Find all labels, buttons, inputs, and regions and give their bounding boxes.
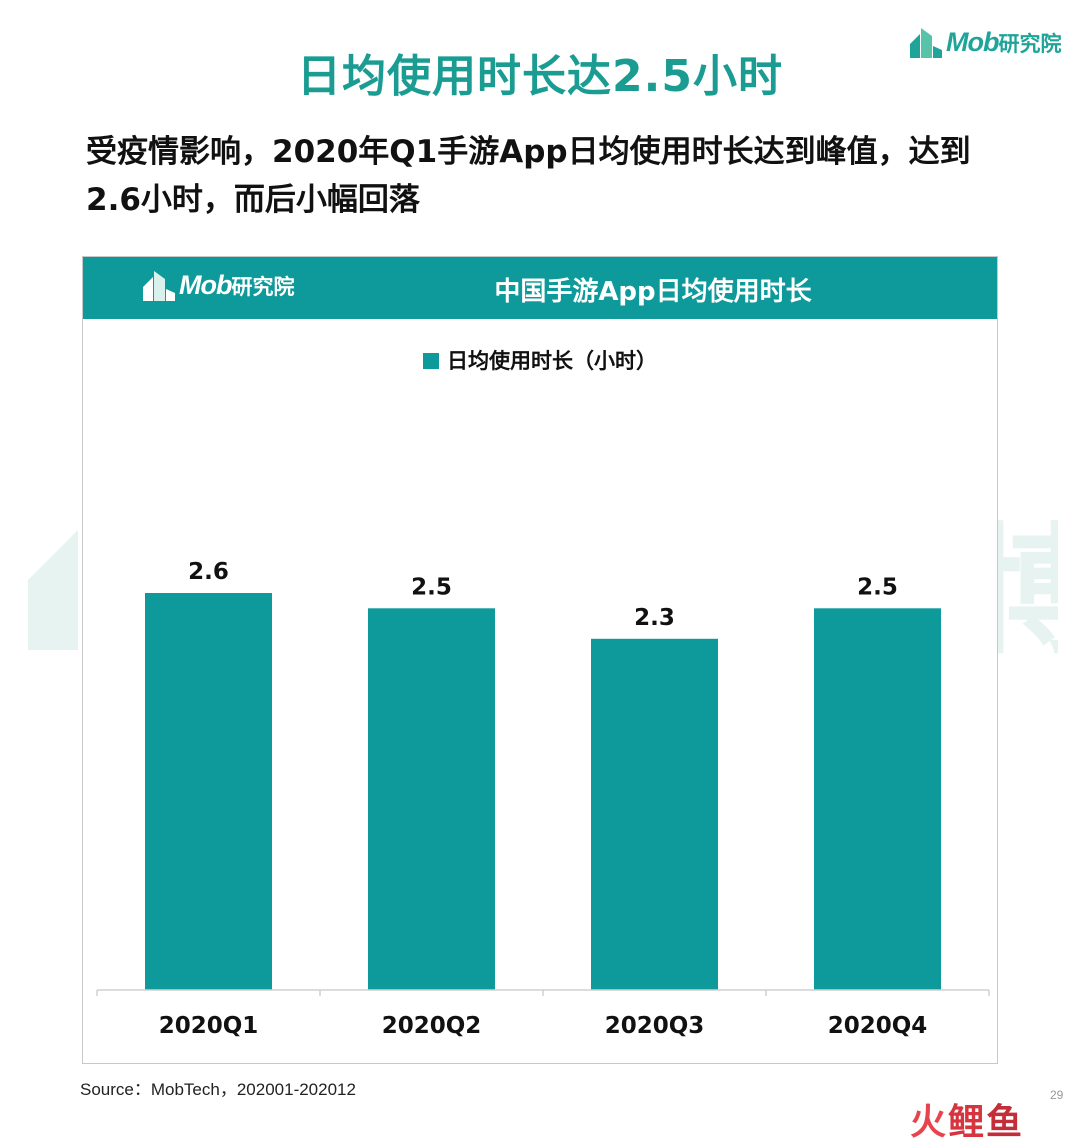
bar-chart: 2.6 2020Q1 2.5 2020Q2 2.3 2020Q3 2.5 2020Q4: [96, 559, 990, 1039]
corner-mark-char: 鲤: [948, 1102, 987, 1143]
page-subtitle: 受疫情影响，2020年Q1手游App日均使用时长达到峰值，达到 2.6小时，而后…: [86, 128, 1006, 224]
building-logo-icon: [910, 28, 942, 58]
building-logo-icon: [143, 271, 175, 301]
subtitle-line-2: 2.6小时，而后小幅回落: [86, 182, 420, 218]
data-label: 2.3: [634, 605, 675, 631]
x-tick-label: 2020Q4: [828, 1013, 928, 1039]
x-tick-label: 2020Q3: [605, 1013, 705, 1039]
brand-logo-header: Mob研究院: [141, 267, 294, 303]
data-label: 2.5: [411, 574, 452, 600]
chart-title: 中国手游App日均使用时长: [494, 277, 812, 307]
data-label: 2.5: [857, 574, 898, 600]
bar-2020Q2: [368, 608, 495, 990]
source-note: Source：MobTech，202001-202012: [80, 1080, 356, 1099]
x-tick-label: 2020Q1: [159, 1013, 259, 1039]
x-tick-label: 2020Q2: [382, 1013, 482, 1039]
data-label: 2.6: [188, 559, 229, 585]
page-number: 29: [1050, 1088, 1064, 1102]
chart-panel: Mob研究院 中国手游App日均使用时长 日均使用时长（小时） 2.6 2020Q…: [82, 256, 998, 1064]
chart-legend: 日均使用时长（小时）: [83, 345, 997, 375]
bar-2020Q4: [814, 608, 941, 990]
corner-mark-char: 火: [910, 1102, 949, 1143]
brand-name: Mob研究院: [179, 269, 295, 300]
legend-swatch: [423, 353, 439, 369]
subtitle-line-1: 受疫情影响，2020年Q1手游App日均使用时长达到峰值，达到: [86, 134, 971, 170]
page-title: 日均使用时长达2.5小时: [297, 51, 783, 102]
bar-2020Q3: [591, 638, 718, 990]
brand-name: Mob研究院: [946, 26, 1062, 57]
bar-2020Q1: [145, 593, 272, 990]
chart-header: Mob研究院 中国手游App日均使用时长: [83, 257, 997, 319]
legend-label: 日均使用时长（小时）: [447, 349, 657, 373]
brand-logo-top: Mob研究院: [908, 22, 1061, 62]
corner-mark-char: 鱼: [986, 1102, 1025, 1143]
corner-watermark-logo: 火鲤鱼: [910, 1093, 1024, 1145]
